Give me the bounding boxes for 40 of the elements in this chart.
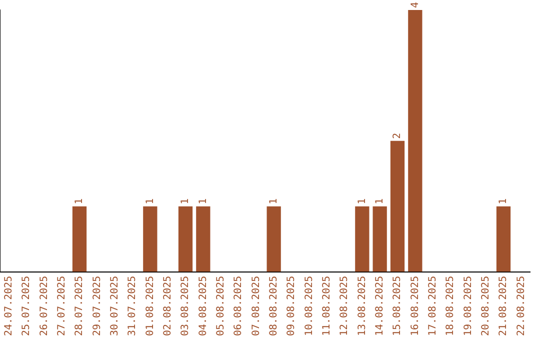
x-tick-label: 15.08.2025 — [392, 276, 404, 336]
data-label: 1 — [498, 198, 510, 204]
x-tick-label: 28.07.2025 — [74, 276, 86, 336]
data-label: 1 — [374, 198, 386, 204]
x-tick-label: 27.07.2025 — [56, 276, 68, 336]
x-tick-label: 18.08.2025 — [445, 276, 456, 336]
x-tick-label: 29.07.2025 — [92, 276, 103, 336]
x-tick-label: 08.08.2025 — [268, 276, 280, 336]
x-tick-label: 22.08.2025 — [516, 276, 527, 336]
x-tick-label: 11.08.2025 — [321, 276, 332, 336]
x-tick-label: 02.08.2025 — [162, 276, 174, 336]
x-tick-label: 31.07.2025 — [127, 276, 138, 336]
x-tick-label: 10.08.2025 — [304, 276, 315, 336]
data-label: 2 — [392, 132, 404, 139]
x-tick-label: 03.08.2025 — [180, 276, 192, 336]
x-tick-label: 13.08.2025 — [356, 276, 368, 336]
x-tick-label: 09.08.2025 — [286, 276, 298, 336]
x-tick-label: 07.08.2025 — [250, 276, 262, 336]
x-tick-label: 24.07.2025 — [3, 276, 14, 336]
x-tick-label: 26.07.2025 — [38, 276, 50, 336]
x-tick-label: 21.08.2025 — [498, 276, 510, 336]
data-label: 1 — [74, 198, 86, 204]
x-tick-label: 14.08.2025 — [374, 276, 386, 336]
data-label: 1 — [356, 198, 368, 204]
x-tick-label: 04.08.2025 — [198, 276, 209, 336]
x-tick-label: 12.08.2025 — [339, 276, 350, 336]
data-label: 4 — [410, 2, 421, 8]
data-label: 1 — [198, 198, 209, 204]
x-tick-label: 01.08.2025 — [144, 276, 156, 336]
data-label: 1 — [144, 198, 156, 204]
x-tick-label: 06.08.2025 — [233, 276, 244, 336]
x-tick-label: 20.08.2025 — [480, 276, 492, 336]
x-tick-label: 16.08.2025 — [410, 276, 421, 336]
x-tick-label: 19.08.2025 — [462, 276, 474, 336]
x-tick-label: 05.08.2025 — [215, 276, 226, 336]
x-tick-label: 25.07.2025 — [21, 276, 32, 336]
data-label: 1 — [180, 198, 192, 204]
x-tick-label: 17.08.2025 — [427, 276, 438, 336]
data-label: 1 — [268, 198, 280, 204]
x-tick-label: 30.07.2025 — [109, 276, 120, 336]
